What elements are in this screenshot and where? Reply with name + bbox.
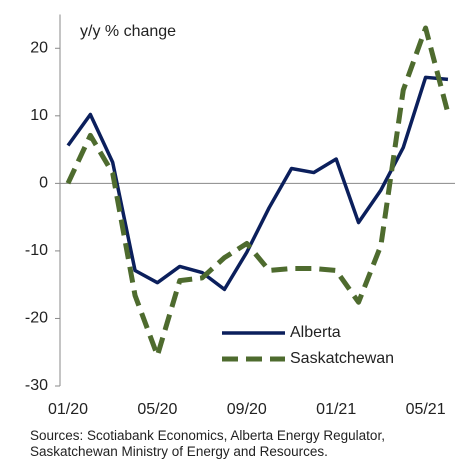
source-line: Sources: Scotiabank Economics, Alberta E… — [30, 428, 385, 443]
y-tick-label: 10 — [30, 107, 48, 124]
legend-label: Alberta — [290, 324, 341, 341]
line-series — [65, 25, 451, 359]
x-tick-label: 01/21 — [316, 401, 356, 418]
legend-label: Saskatchewan — [290, 350, 394, 367]
source-line: Saskatchewan Ministry of Energy and Reso… — [30, 444, 328, 459]
x-tick-label: 09/20 — [227, 401, 267, 418]
y-tick-label: 20 — [30, 39, 48, 56]
chart: y/y % change -30 -20 -10 0 10 20 01/20 05/20 09/… — [25, 14, 455, 418]
source-note: Sources: Scotiabank Economics, Alberta E… — [30, 428, 460, 460]
y-tick-label: -10 — [25, 242, 48, 259]
y-tick-label: -30 — [25, 377, 48, 394]
line-series — [66, 75, 449, 292]
y-tick-label: 0 — [39, 175, 48, 192]
x-tick-label: 05/20 — [137, 401, 177, 418]
y-tick-label: -20 — [25, 310, 48, 327]
chart-title: y/y % change — [80, 23, 176, 40]
x-tick-label: 01/20 — [48, 401, 88, 418]
x-tick-label: 05/21 — [406, 401, 446, 418]
